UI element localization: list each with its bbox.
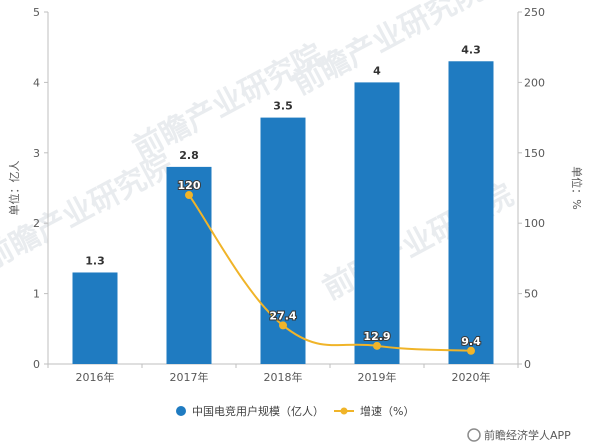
line-data-label: 12.9 [363, 330, 390, 343]
line-point [467, 346, 475, 355]
y2-tick-label: 200 [524, 76, 545, 89]
y2-tick-label: 50 [524, 288, 538, 301]
y-tick-label: 5 [33, 6, 40, 19]
x-tick-label: 2016年 [76, 370, 115, 384]
legend-bar-marker [176, 406, 186, 416]
growth-line [188, 194, 472, 352]
bar-data-label: 2.8 [179, 149, 199, 162]
line-point [279, 321, 287, 330]
bar-data-label: 4 [373, 64, 381, 77]
line-data-label: 9.4 [461, 335, 481, 348]
footer-brand: 前瞻经济学人APP [484, 428, 571, 442]
legend-line-label: 增速（%） [360, 404, 414, 418]
y-axis-title: 单位：亿人 [7, 161, 21, 216]
legend-bar-label: 中国电竞用户规模（亿人） [192, 404, 324, 418]
y-tick-label: 2 [33, 217, 40, 230]
bar-labels: 1.3 2.8 3.5 4 4.3 [85, 43, 481, 267]
x-tick-label: 2018年 [264, 370, 303, 384]
y2-tick-label: 150 [524, 147, 545, 160]
line-series: 120 27.4 12.9 9.4 [177, 178, 482, 355]
bar [354, 82, 400, 365]
line-point [185, 191, 193, 200]
y2-tick-label: 250 [524, 6, 545, 19]
footer: 前瞻经济学人APP [467, 428, 571, 442]
bar [72, 272, 118, 364]
y2-axis-title: 单位：% [570, 166, 584, 209]
legend: 中国电竞用户规模（亿人） 增速（%） [176, 404, 414, 418]
bar-data-label: 1.3 [85, 254, 105, 267]
y2-tick-label: 0 [524, 358, 531, 371]
y-tick-label: 3 [33, 147, 40, 160]
x-tick-label: 2020年 [452, 370, 491, 384]
x-tick-label: 2017年 [170, 370, 209, 384]
x-tick-label: 2019年 [358, 370, 397, 384]
y-tick-label: 1 [33, 288, 40, 301]
bar-data-label: 4.3 [461, 43, 481, 56]
line-point [373, 341, 381, 350]
y-tick-label: 0 [33, 358, 40, 371]
bar [448, 61, 494, 364]
line-data-label: 27.4 [269, 309, 296, 322]
y2-tick-label: 100 [524, 217, 545, 230]
y-tick-label: 4 [33, 76, 40, 89]
bar [166, 166, 212, 364]
legend-line-point [340, 407, 348, 415]
line-data-label: 120 [178, 179, 201, 192]
bar-data-label: 3.5 [273, 100, 293, 113]
brand-logo-icon [467, 428, 481, 442]
